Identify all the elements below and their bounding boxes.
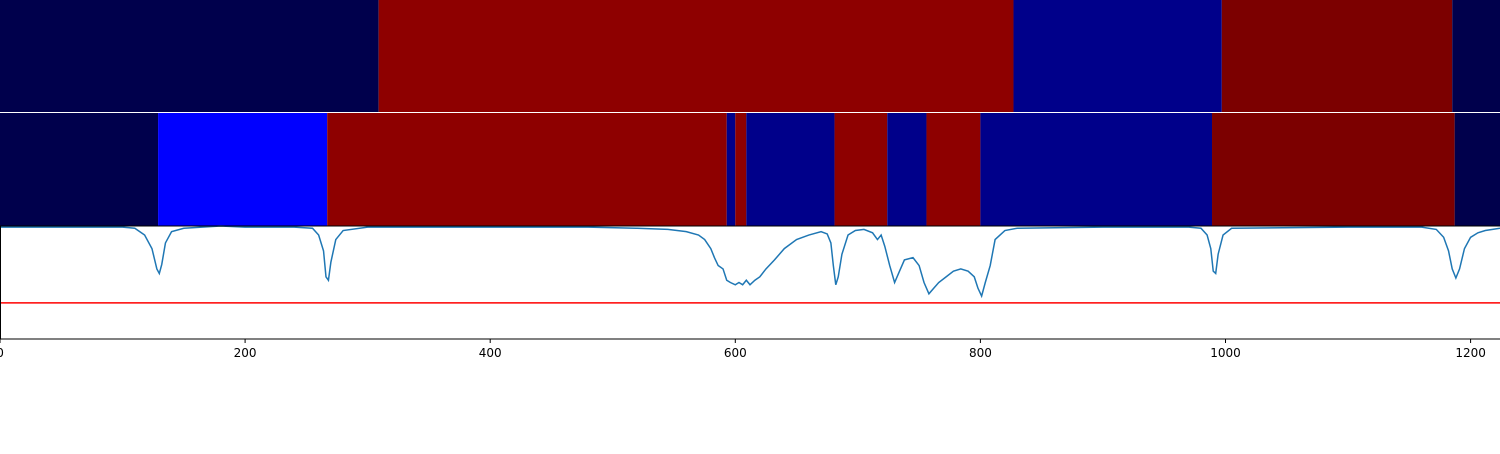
- x-tick-label: 600: [724, 346, 747, 360]
- segment-tracks: [0, 0, 1500, 226]
- signal-panel-background: [0, 226, 1500, 339]
- track-segment: [1013, 0, 1221, 112]
- x-tick-label: 200: [234, 346, 257, 360]
- x-tick-label: 1200: [1455, 346, 1486, 360]
- x-tick-label: 400: [479, 346, 502, 360]
- x-tick-label: 0: [0, 346, 4, 360]
- track-segment: [379, 0, 1014, 112]
- track-segment: [327, 113, 727, 226]
- track-segment: [1212, 113, 1455, 226]
- track-segment: [1455, 113, 1500, 226]
- track-segment: [887, 113, 926, 226]
- segment-track-1: [0, 0, 1500, 112]
- x-tick-label: 1000: [1210, 346, 1241, 360]
- segment-track-2: [0, 113, 1500, 226]
- track-segment: [1452, 0, 1500, 112]
- x-tick-label: 800: [969, 346, 992, 360]
- signal-panel: [0, 226, 1500, 339]
- track-segment: [0, 0, 379, 112]
- track-segment: [835, 113, 888, 226]
- track-segment: [926, 113, 980, 226]
- track-segment: [158, 113, 327, 226]
- track-segment: [980, 113, 1212, 226]
- x-axis: 0 200 400 600 800 1000 1200: [0, 339, 1486, 360]
- track-segment: [746, 113, 834, 226]
- track-segment: [1222, 0, 1452, 112]
- track-segment: [735, 113, 746, 226]
- track-segment: [0, 113, 158, 226]
- track-segment: [727, 113, 736, 226]
